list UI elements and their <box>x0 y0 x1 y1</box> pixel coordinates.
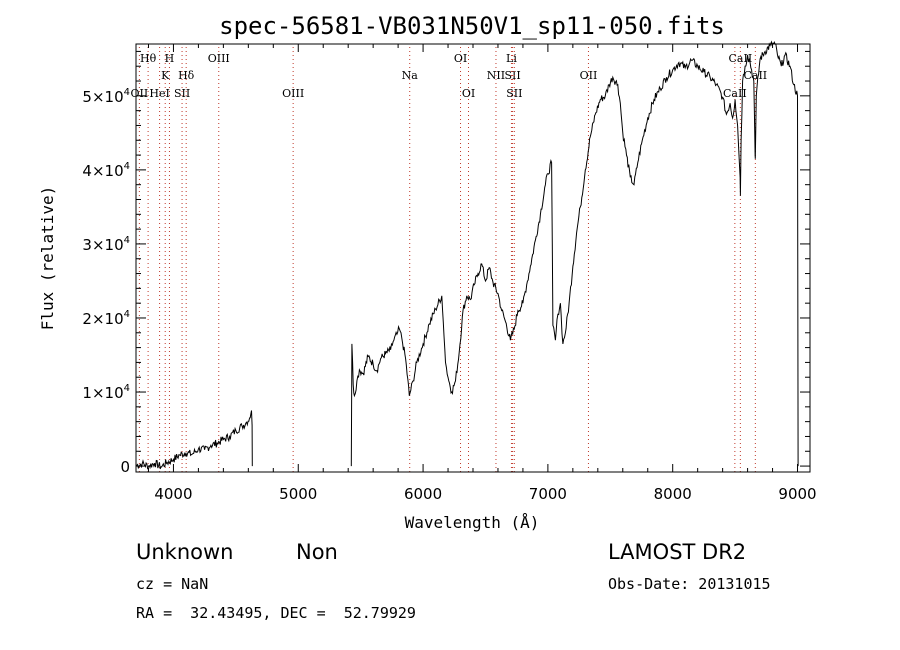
x-tick-label: 5000 <box>279 485 317 503</box>
plot-frame <box>135 43 811 473</box>
y-axis-label: Flux (relative) <box>38 186 57 331</box>
line-marker-label: CaII <box>729 52 753 65</box>
line-marker-label: Li <box>506 52 517 65</box>
line-marker-label: H <box>165 52 175 65</box>
line-marker-label: SII <box>174 87 190 100</box>
obs-date: Obs-Date: 20131015 <box>608 575 771 593</box>
chart-title: spec-56581-VB031N50V1_sp11-050.fits <box>219 12 725 40</box>
cz-value: cz = NaN <box>136 575 209 593</box>
line-marker-label: OII <box>580 69 598 82</box>
x-tick-label: 8000 <box>654 485 692 503</box>
line-marker-label: K <box>161 69 170 82</box>
y-tick-label: 1×104 <box>82 383 130 402</box>
line-marker-label: CaII <box>723 87 747 100</box>
y-tick-label: 0 <box>120 458 130 476</box>
subclass-label: Non <box>296 540 338 564</box>
line-marker-label: Hθ <box>140 52 157 65</box>
x-tick-label: 9000 <box>778 485 816 503</box>
spectrum-line <box>135 410 253 470</box>
line-marker-label: Na <box>402 69 419 82</box>
x-tick-label: 7000 <box>529 485 567 503</box>
line-marker-label: OI <box>462 87 475 100</box>
y-tick-label: 2×104 <box>82 309 130 328</box>
line-marker-label: SII <box>504 69 520 82</box>
spectrum-series <box>135 40 799 470</box>
x-axis-label: Wavelength (Å) <box>405 513 540 532</box>
x-tick-label: 6000 <box>404 485 442 503</box>
y-tick-label: 4×104 <box>82 161 130 180</box>
line-marker-label: OIII <box>208 52 230 65</box>
class-label: Unknown <box>136 540 234 564</box>
survey-label: LAMOST DR2 <box>608 540 747 564</box>
line-marker-label: SII <box>506 87 522 100</box>
line-marker-label: OII <box>131 87 149 100</box>
line-marker-label: Hδ <box>178 69 195 82</box>
line-marker-label: OIII <box>282 87 304 100</box>
y-tick-label: 5×104 <box>82 87 130 106</box>
line-marker-label: HeI <box>149 87 169 100</box>
coordinates: RA = 32.43495, DEC = 52.79929 <box>136 604 416 622</box>
y-axis: 0 1×104 2×104 3×104 4×104 5×104 <box>82 50 810 476</box>
y-tick-label: 3×104 <box>82 235 130 254</box>
spectrum-line <box>350 40 799 467</box>
line-marker-label: CaII <box>743 69 767 82</box>
x-axis: 4000 5000 6000 7000 8000 9000 <box>147 44 817 503</box>
line-marker-label: OI <box>454 52 467 65</box>
line-marker-label: NII <box>487 69 505 82</box>
x-tick-label: 4000 <box>154 485 192 503</box>
